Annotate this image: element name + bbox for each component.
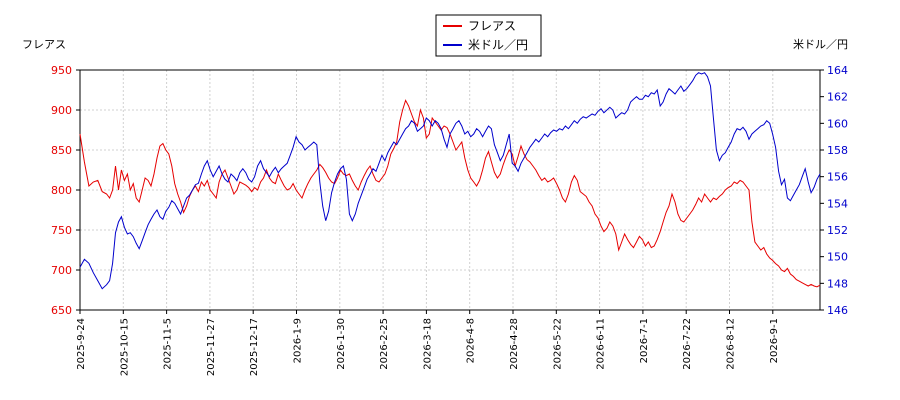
left-tick-label: 800 (51, 184, 72, 197)
x-tick-label: 2026-5-22 (552, 318, 563, 370)
x-tick-label: 2026-3-18 (422, 318, 433, 370)
right-tick-label: 156 (827, 171, 848, 184)
right-tick-label: 148 (827, 277, 848, 290)
legend-label-usdjpy: 米ドル／円 (468, 38, 528, 52)
x-tick-label: 2026-1-9 (293, 318, 304, 363)
right-tick-label: 146 (827, 304, 848, 317)
x-tick-label: 2026-7-22 (682, 318, 693, 370)
left-tick-label: 950 (51, 64, 72, 77)
x-tick-label: 2025-9-24 (76, 318, 87, 370)
x-tick-label: 2026-9-1 (769, 318, 780, 363)
x-tick-label: 2025-11-5 (163, 318, 174, 370)
left-tick-label: 850 (51, 144, 72, 157)
x-tick-label: 2026-4-8 (466, 318, 477, 363)
x-tick-label: 2026-7-1 (639, 318, 650, 363)
x-axis: 2025-9-24 2025-10-15 2025-11-5 2025-11-27 20… (76, 310, 780, 376)
x-tick-label: 2026-4-28 (509, 318, 520, 370)
x-tick-label: 2026-8-12 (726, 318, 737, 370)
left-tick-label: 900 (51, 104, 72, 117)
right-tick-label: 164 (827, 64, 848, 77)
x-tick-label: 2026-6-11 (596, 318, 607, 370)
legend: フレアス 米ドル／円 (435, 14, 542, 57)
legend-box (435, 14, 542, 57)
x-tick-label: 2026-2-25 (379, 318, 390, 370)
grid (80, 70, 820, 310)
right-tick-label: 162 (827, 91, 848, 104)
right-axis: 146 148 150 152 154 156 158 160 162 164 (820, 64, 848, 317)
left-tick-label: 700 (51, 264, 72, 277)
right-tick-label: 160 (827, 117, 848, 130)
series-line-flareas (79, 99, 821, 288)
left-axis-title: フレアス (22, 38, 66, 51)
x-tick-label: 2026-1-30 (336, 318, 347, 370)
right-tick-label: 150 (827, 251, 848, 264)
legend-label-flareas: フレアス (468, 19, 516, 33)
x-tick-label: 2025-11-27 (206, 318, 217, 376)
x-tick-label: 2025-10-15 (119, 318, 130, 376)
right-tick-label: 158 (827, 144, 848, 157)
right-tick-label: 152 (827, 224, 848, 237)
series-group (79, 72, 821, 290)
series-line-usdjpy (79, 72, 821, 290)
x-tick-label: 2025-12-17 (249, 318, 260, 376)
right-tick-label: 154 (827, 197, 848, 210)
left-axis: 650 700 750 800 850 900 950 (51, 64, 80, 317)
left-tick-label: 750 (51, 224, 72, 237)
right-axis-title: 米ドル／円 (793, 38, 848, 51)
left-tick-label: 650 (51, 304, 72, 317)
